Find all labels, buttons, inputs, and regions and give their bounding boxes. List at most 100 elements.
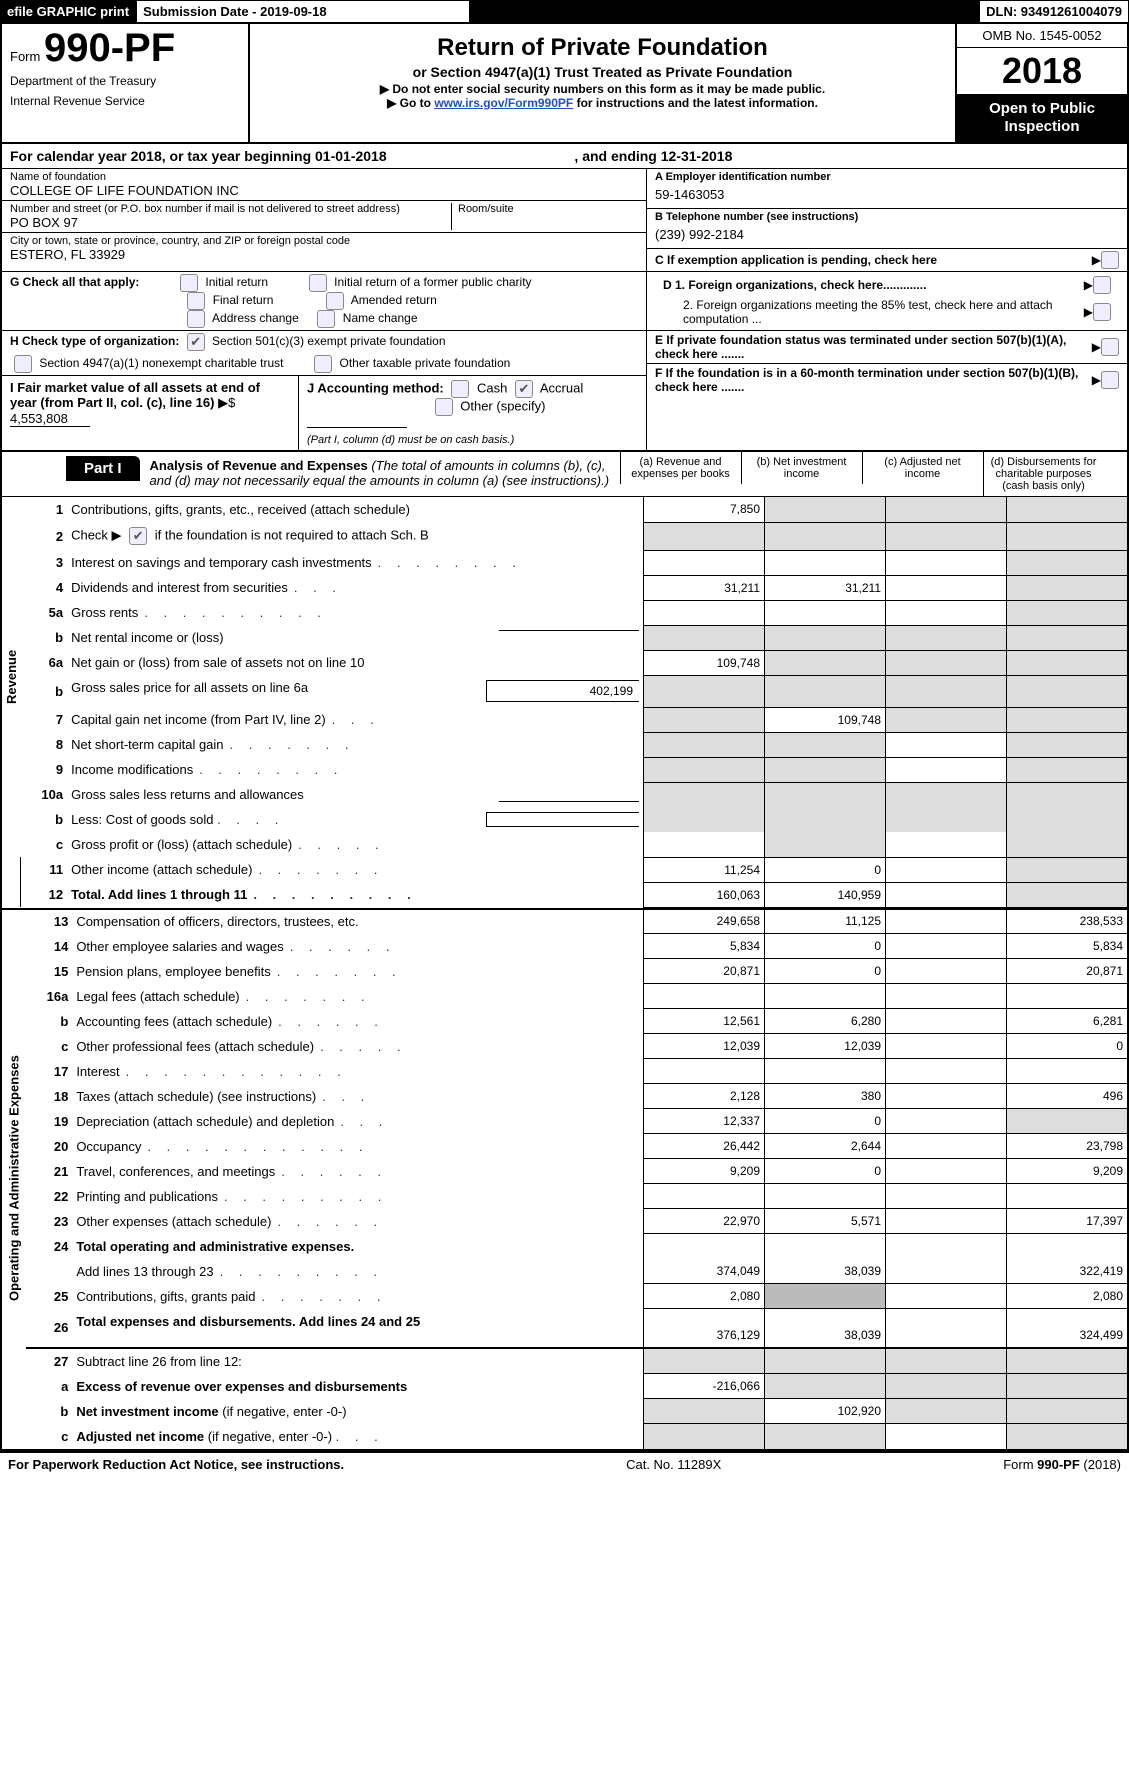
part1-title-bold: Analysis of Revenue and Expenses — [150, 458, 368, 473]
line-25: 25Contributions, gifts, grants paid. . .… — [2, 1284, 1127, 1309]
d2-checkbox[interactable] — [1093, 303, 1111, 321]
j-other: Other (specify) — [460, 398, 545, 413]
j-cash: Cash — [477, 380, 507, 395]
header-center: Return of Private Foundation or Section … — [250, 24, 955, 142]
line-8: 8Net short-term capital gain. . . . . . … — [2, 732, 1127, 757]
line-7: 7Capital gain net income (from Part IV, … — [2, 707, 1127, 732]
link-note: ▶ Go to www.irs.gov/Form990PF for instru… — [258, 96, 947, 110]
dln: DLN: 93491261004079 — [979, 0, 1129, 23]
final-return-checkbox[interactable] — [187, 292, 205, 310]
line-6a: 6aNet gain or (loss) from sale of assets… — [2, 650, 1127, 675]
addr-label: Number and street (or P.O. box number if… — [10, 203, 451, 215]
submission-date: Submission Date - 2019-09-18 — [136, 0, 470, 23]
f-checkbox[interactable] — [1101, 371, 1119, 389]
line-13: 13Compensation of officers, directors, t… — [2, 909, 1127, 934]
e-row: E If private foundation status was termi… — [647, 331, 1127, 364]
g-opt-initial: Initial return — [205, 275, 268, 289]
line-1: 1Contributions, gifts, grants, etc., rec… — [2, 497, 1127, 522]
form-header: Form 990-PF Department of the Treasury I… — [0, 24, 1129, 144]
form-title: Return of Private Foundation — [258, 34, 947, 62]
address: PO BOX 97 — [10, 215, 451, 230]
page-footer: For Paperwork Reduction Act Notice, see … — [0, 1451, 1129, 1476]
line-23: 23Other expenses (attach schedule). . . … — [2, 1209, 1127, 1234]
line-19: 19Depreciation (attach schedule) and dep… — [2, 1109, 1127, 1134]
address-change-checkbox[interactable] — [187, 310, 205, 328]
calyear-begin: For calendar year 2018, or tax year begi… — [10, 148, 387, 164]
footer-left: For Paperwork Reduction Act Notice, see … — [8, 1457, 344, 1472]
foundation-name: COLLEGE OF LIFE FOUNDATION INC — [10, 183, 638, 198]
room-label: Room/suite — [458, 203, 638, 215]
calendar-year: For calendar year 2018, or tax year begi… — [2, 144, 1127, 169]
line-27b: bNet investment income (if negative, ent… — [2, 1399, 1127, 1424]
initial-return-checkbox[interactable] — [180, 274, 198, 292]
ssn-note: ▶ Do not enter social security numbers o… — [258, 82, 947, 96]
g-check-row: G Check all that apply: Initial return I… — [2, 272, 646, 331]
city-field: City or town, state or province, country… — [2, 233, 646, 272]
f-label: F If the foundation is in a 60-month ter… — [655, 366, 1092, 394]
ein-label: A Employer identification number — [655, 171, 1119, 183]
line-27: 27Subtract line 26 from line 12: — [2, 1348, 1127, 1374]
line-16c: cOther professional fees (attach schedul… — [2, 1034, 1127, 1059]
form-prefix: Form — [10, 49, 40, 64]
g-label: G Check all that apply: — [10, 275, 139, 289]
d-row: D 1. Foreign organizations, check here..… — [647, 272, 1127, 331]
accrual-checkbox[interactable] — [515, 380, 533, 398]
501c3-checkbox[interactable] — [187, 333, 205, 351]
d1-label: D 1. Foreign organizations, check here..… — [663, 278, 1084, 292]
line-16a: 16aLegal fees (attach schedule). . . . .… — [2, 984, 1127, 1009]
ein: 59-1463053 — [655, 183, 1119, 206]
j-accrual: Accrual — [540, 380, 583, 395]
d1-checkbox[interactable] — [1093, 276, 1111, 294]
line-5a: 5aGross rents. . . . . . . . . . — [2, 600, 1127, 625]
g-opt-addrchg: Address change — [212, 311, 299, 325]
instructions-link[interactable]: www.irs.gov/Form990PF — [434, 96, 573, 110]
4947-checkbox[interactable] — [14, 355, 32, 373]
line-16b: bAccounting fees (attach schedule). . . … — [2, 1009, 1127, 1034]
h-label: H Check type of organization: — [10, 334, 179, 348]
tel-label: B Telephone number (see instructions) — [655, 211, 1119, 223]
calyear-end: , and ending 12-31-2018 — [574, 148, 732, 164]
c-checkbox[interactable] — [1101, 251, 1119, 269]
schb-checkbox[interactable] — [129, 527, 147, 545]
part1-title: Analysis of Revenue and Expenses (The to… — [140, 452, 620, 494]
h-check-row: H Check type of organization: Section 50… — [2, 331, 646, 353]
line-17: 17Interest. . . . . . . . . . . . — [2, 1059, 1127, 1084]
e-checkbox[interactable] — [1101, 338, 1119, 356]
cash-checkbox[interactable] — [451, 380, 469, 398]
amended-return-checkbox[interactable] — [326, 292, 344, 310]
col-d-header: (d) Disbursements for charitable purpose… — [983, 452, 1104, 496]
part1-tab: Part I — [66, 456, 140, 481]
part1-header: Part I Analysis of Revenue and Expenses … — [2, 452, 1127, 497]
header-right: OMB No. 1545-0052 2018 Open to Public In… — [955, 24, 1127, 142]
g-opt-namechg: Name change — [343, 311, 418, 325]
line-27c: cAdjusted net income (if negative, enter… — [2, 1424, 1127, 1449]
ident-left: Name of foundation COLLEGE OF LIFE FOUND… — [2, 169, 646, 450]
other-method-checkbox[interactable] — [435, 398, 453, 416]
revenue-table: Revenue 1Contributions, gifts, grants, e… — [2, 497, 1127, 908]
efile-badge: efile GRAPHIC print — [0, 0, 136, 23]
fmv-value: 4,553,808 — [10, 411, 90, 427]
tax-year: 2018 — [957, 48, 1127, 94]
col-b-header: (b) Net investment income — [741, 452, 862, 484]
foundation-name-field: Name of foundation COLLEGE OF LIFE FOUND… — [2, 169, 646, 201]
identification-block: Name of foundation COLLEGE OF LIFE FOUND… — [2, 169, 1127, 450]
omb-number: OMB No. 1545-0052 — [957, 24, 1127, 48]
form-number: 990-PF — [44, 26, 175, 70]
h-4947: Section 4947(a)(1) nonexempt charitable … — [39, 356, 283, 370]
line-5b: bNet rental income or (loss) — [2, 625, 1127, 650]
spacer — [470, 0, 979, 23]
name-change-checkbox[interactable] — [317, 310, 335, 328]
ident-right: A Employer identification number 59-1463… — [646, 169, 1127, 450]
footer-catno: Cat. No. 11289X — [626, 1457, 721, 1472]
col-c-header: (c) Adjusted net income — [862, 452, 983, 484]
ssn-note-text: Do not enter social security numbers on … — [392, 82, 825, 96]
other-taxable-checkbox[interactable] — [314, 355, 332, 373]
expenses-vlabel: Operating and Administrative Expenses — [2, 909, 26, 1449]
name-label: Name of foundation — [10, 171, 638, 183]
f-row: F If the foundation is in a 60-month ter… — [647, 364, 1127, 400]
ein-field: A Employer identification number 59-1463… — [647, 169, 1127, 209]
initial-former-checkbox[interactable] — [309, 274, 327, 292]
h-other: Other taxable private foundation — [340, 356, 511, 370]
j-label: J Accounting method: — [307, 380, 444, 395]
header-left: Form 990-PF Department of the Treasury I… — [2, 24, 250, 142]
